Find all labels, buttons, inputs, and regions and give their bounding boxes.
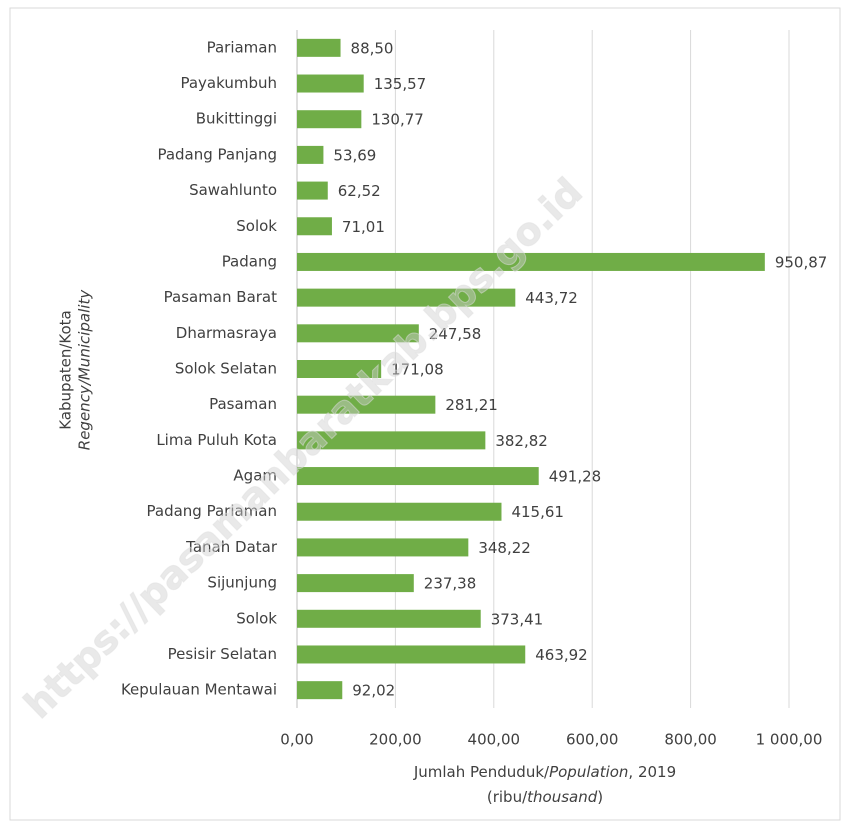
y-tick-label: Sawahlunto bbox=[189, 181, 277, 199]
y-tick-label: Lima Puluh Kota bbox=[156, 431, 277, 449]
y-tick-label: Agam bbox=[233, 467, 277, 485]
y-tick-label: Bukittinggi bbox=[196, 110, 277, 128]
x-tick-label: 1 000,00 bbox=[756, 731, 823, 749]
y-tick-label: Padang bbox=[222, 252, 277, 270]
y-tick-label: Solok Selatan bbox=[175, 360, 277, 378]
data-label: 247,58 bbox=[429, 325, 482, 343]
data-label: 382,82 bbox=[495, 432, 547, 450]
data-label: 88,50 bbox=[351, 39, 394, 57]
y-tick-label: Pasaman bbox=[209, 395, 277, 413]
bar bbox=[297, 360, 382, 378]
y-tick-label: Pasaman Barat bbox=[164, 288, 277, 306]
x-tick-label: 400,00 bbox=[468, 731, 521, 749]
x-axis-label-part: Population bbox=[549, 763, 628, 781]
x-axis-label-part: thousand bbox=[527, 788, 598, 806]
x-axis-label-part: ) bbox=[597, 788, 603, 806]
bar bbox=[297, 681, 343, 700]
y-tick-label: Solok bbox=[236, 609, 277, 627]
y-tick-label: Sijunjung bbox=[207, 574, 277, 592]
data-label: 281,21 bbox=[445, 396, 498, 414]
bar bbox=[297, 38, 341, 57]
y-tick-label: Padang Panjang bbox=[157, 145, 277, 163]
data-label: 373,41 bbox=[491, 610, 544, 628]
data-label: 92,02 bbox=[352, 682, 395, 700]
bar bbox=[297, 431, 486, 450]
x-tick-label: 200,00 bbox=[369, 731, 422, 749]
x-tick-label: 600,00 bbox=[566, 731, 619, 749]
bar bbox=[297, 74, 364, 93]
bar bbox=[297, 288, 516, 307]
x-tick-label: 0,00 bbox=[280, 731, 313, 749]
bar bbox=[297, 181, 328, 200]
data-label: 491,28 bbox=[549, 468, 602, 486]
bar bbox=[297, 110, 362, 129]
y-tick-label: Kepulauan Mentawai bbox=[121, 681, 277, 699]
data-label: 62,52 bbox=[338, 182, 381, 200]
data-label: 135,57 bbox=[374, 75, 427, 93]
x-axis-label-part: (ribu/ bbox=[487, 788, 528, 806]
x-axis-label: Jumlah Penduduk/Population, 2019 bbox=[413, 763, 676, 781]
y-tick-label: Pesisir Selatan bbox=[168, 645, 277, 663]
y-tick-label: Payakumbuh bbox=[180, 74, 277, 92]
data-label: 950,87 bbox=[775, 253, 828, 271]
x-axis-label-part: Jumlah Penduduk/ bbox=[413, 763, 550, 781]
y-axis-label: Regency/Municipality bbox=[76, 289, 94, 451]
chart-border bbox=[9, 7, 841, 821]
data-label: 171,08 bbox=[391, 361, 444, 379]
bar bbox=[297, 324, 419, 343]
bar bbox=[297, 574, 414, 593]
y-tick-label: Padang Pariaman bbox=[147, 502, 277, 520]
bar bbox=[297, 538, 469, 557]
data-label: 237,38 bbox=[424, 575, 477, 593]
bar bbox=[297, 609, 481, 628]
bar bbox=[297, 145, 324, 164]
data-label: 130,77 bbox=[371, 111, 424, 129]
y-tick-label: Pariaman bbox=[207, 38, 277, 56]
bar bbox=[297, 467, 539, 486]
bar bbox=[297, 645, 526, 664]
data-label: 443,72 bbox=[525, 289, 578, 307]
data-label: 53,69 bbox=[333, 146, 376, 164]
bar bbox=[297, 217, 332, 236]
y-axis-label: Kabupaten/Kota bbox=[57, 310, 75, 430]
y-tick-label: Dharmasraya bbox=[176, 324, 277, 342]
data-label: 415,61 bbox=[511, 503, 563, 521]
bar bbox=[297, 252, 765, 271]
data-label: 348,22 bbox=[478, 539, 530, 557]
x-axis-label-part: , 2019 bbox=[628, 763, 676, 781]
data-label: 71,01 bbox=[342, 218, 385, 236]
bar bbox=[297, 502, 502, 521]
data-label: 463,92 bbox=[535, 646, 588, 664]
y-tick-label: Tanah Datar bbox=[185, 538, 278, 556]
x-tick-label: 800,00 bbox=[664, 731, 717, 749]
bar bbox=[297, 395, 436, 414]
y-tick-label: Solok bbox=[236, 217, 277, 235]
x-axis-label: (ribu/thousand) bbox=[487, 788, 603, 806]
